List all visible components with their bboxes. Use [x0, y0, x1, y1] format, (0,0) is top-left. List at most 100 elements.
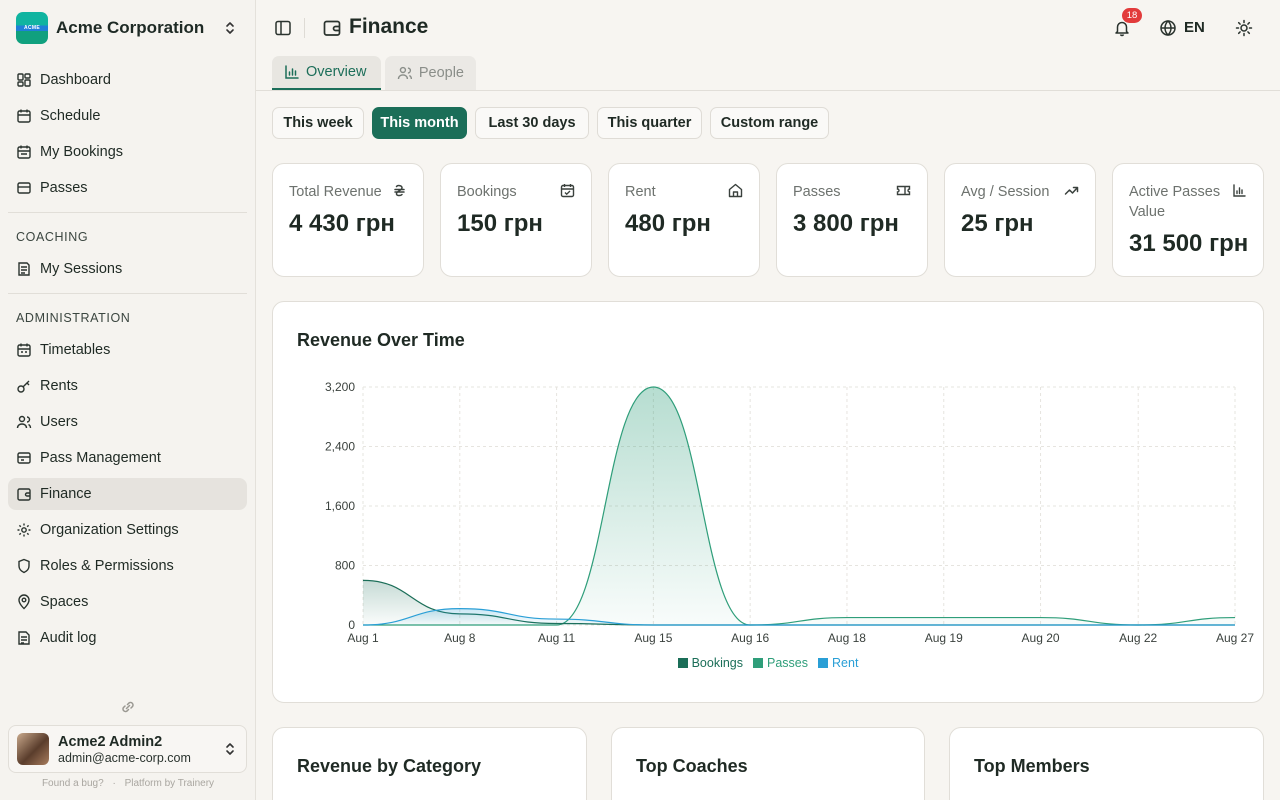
stat-card-total-revenue: Total Revenue 4 430 грн [272, 163, 424, 277]
x-tick-label: Aug 16 [731, 631, 769, 645]
sidebar-item-timetables[interactable]: Timetables [8, 334, 247, 366]
tab-label: Overview [306, 64, 367, 80]
legend-swatch [753, 658, 764, 668]
wallet-icon [323, 20, 341, 36]
user-info: Acme2 Admin2 admin@acme-corp.com [58, 734, 222, 765]
users-icon [397, 66, 413, 80]
tab-overview[interactable]: Overview [272, 56, 381, 90]
stat-label: Active Passes Value [1129, 184, 1221, 220]
range-last-30-days-button[interactable]: Last 30 days [475, 107, 589, 139]
sidebar-item-label: Timetables [40, 342, 111, 358]
language-selector[interactable]: EN [1184, 19, 1205, 36]
wallet-icon [17, 488, 31, 501]
range-this-quarter-button[interactable]: This quarter [597, 107, 702, 139]
hryvnia-icon [394, 184, 405, 197]
y-tick-label: 3,200 [325, 380, 355, 394]
legend-label: Passes [767, 656, 809, 670]
sidebar-item-organization-settings[interactable]: Organization Settings [8, 514, 247, 546]
user-name: Acme2 Admin2 [58, 733, 163, 750]
map-pin-icon [18, 594, 30, 610]
sidebar-item-pass-management[interactable]: Pass Management [8, 442, 247, 474]
sidebar-footer: Found a bug? · Platform by Trainery [0, 778, 256, 789]
y-tick-label: 0 [348, 618, 355, 632]
area-fill-rent [363, 608, 1235, 625]
bell-icon[interactable] [1113, 19, 1131, 37]
stat-card-active-passes-value: Active Passes Value 31 500 грн [1112, 163, 1264, 277]
stat-label: Rent [625, 184, 656, 200]
sidebar-item-label: Roles & Permissions [40, 558, 174, 574]
sidebar: ACME Acme Corporation Dashboard Schedule… [0, 0, 256, 800]
sidebar-item-finance[interactable]: Finance [8, 478, 247, 510]
stat-value: 25 грн [961, 210, 1034, 237]
stat-label: Total Revenue [289, 184, 382, 200]
sidebar-item-label: Rents [40, 378, 78, 394]
section-title-coaching: COACHING [16, 230, 89, 244]
top-members-card: Top Members [949, 727, 1264, 800]
section-title-administration: ADMINISTRATION [16, 311, 131, 325]
sidebar-item-audit-log[interactable]: Audit log [8, 622, 247, 654]
chart-legend: Bookings Passes Rent [273, 656, 1263, 670]
revenue-chart: 0 800 1,600 2,400 3,200 Aug 1 Aug 8 Aug 11 Aug 1… [325, 380, 1254, 645]
sidebar-item-spaces[interactable]: Spaces [8, 586, 247, 618]
user-menu[interactable]: Acme2 Admin2 admin@acme-corp.com [8, 725, 247, 773]
x-tick-label: Aug 22 [1119, 631, 1157, 645]
audit-icon [18, 631, 30, 645]
sidebar-item-schedule[interactable]: Schedule [8, 100, 247, 132]
range-custom-button[interactable]: Custom range [710, 107, 829, 139]
legend-item-rent[interactable]: Rent [818, 656, 858, 670]
platform-credit: Platform by Trainery [124, 778, 215, 789]
org-name: Acme Corporation [56, 18, 205, 37]
sidebar-item-label: Schedule [40, 108, 101, 124]
legend-swatch [818, 658, 829, 668]
y-tick-label: 2,400 [325, 440, 355, 454]
org-switcher[interactable]: ACME Acme Corporation [16, 12, 248, 44]
card-title: Revenue by Category [297, 756, 482, 776]
sidebar-item-label: My Sessions [40, 261, 123, 277]
gear-icon [17, 523, 31, 537]
card-title: Top Coaches [636, 756, 748, 776]
legend-item-passes[interactable]: Passes [753, 656, 808, 670]
y-tick-label: 1,600 [325, 499, 355, 513]
sidebar-item-users[interactable]: Users [8, 406, 247, 438]
x-tick-label: Aug 19 [925, 631, 963, 645]
stat-label: Bookings [457, 184, 517, 200]
header-divider [304, 18, 305, 38]
globe-icon[interactable] [1159, 19, 1177, 37]
avatar [17, 733, 49, 765]
legend-swatch [677, 658, 688, 668]
sidebar-item-label: Spaces [40, 594, 89, 610]
finance-tabs: Overview People [256, 56, 1280, 91]
range-this-month-button[interactable]: This month [372, 107, 467, 139]
key-icon [17, 380, 30, 393]
range-this-week-button[interactable]: This week [272, 107, 364, 139]
tab-people[interactable]: People [385, 56, 476, 90]
pass-icon [17, 182, 31, 194]
users-icon [16, 415, 32, 429]
calendar-icon [17, 109, 31, 123]
report-bug-link[interactable]: Found a bug? [41, 778, 104, 789]
sidebar-item-my-bookings[interactable]: My Bookings [8, 136, 247, 168]
sun-icon[interactable] [1235, 19, 1253, 37]
link-icon[interactable] [119, 698, 137, 716]
bar-chart-icon [1233, 184, 1246, 197]
legend-item-bookings[interactable]: Bookings [677, 656, 744, 670]
sidebar-item-rents[interactable]: Rents [8, 370, 247, 402]
y-tick-label: 800 [335, 559, 355, 573]
series-line-passes [363, 386, 1236, 626]
ticket-icon [896, 185, 911, 196]
notification-count-badge: 18 [1122, 8, 1142, 23]
sidebar-toggle-icon[interactable] [274, 19, 292, 37]
sidebar-item-passes[interactable]: Passes [8, 172, 247, 204]
sidebar-item-dashboard[interactable]: Dashboard [8, 64, 247, 96]
sidebar-item-my-sessions[interactable]: My Sessions [8, 253, 247, 285]
sidebar-item-label: Finance [40, 486, 92, 502]
x-tick-label: Aug 8 [444, 631, 476, 645]
sidebar-item-roles-permissions[interactable]: Roles & Permissions [8, 550, 247, 582]
legend-label: Bookings [691, 656, 744, 670]
card-title: Top Members [974, 756, 1090, 776]
stat-card-passes: Passes 3 800 грн [776, 163, 928, 277]
footer-separator: · [112, 778, 116, 789]
stat-value: 480 грн [625, 210, 711, 237]
sidebar-item-label: Passes [40, 180, 88, 196]
trend-up-icon [1064, 186, 1079, 195]
